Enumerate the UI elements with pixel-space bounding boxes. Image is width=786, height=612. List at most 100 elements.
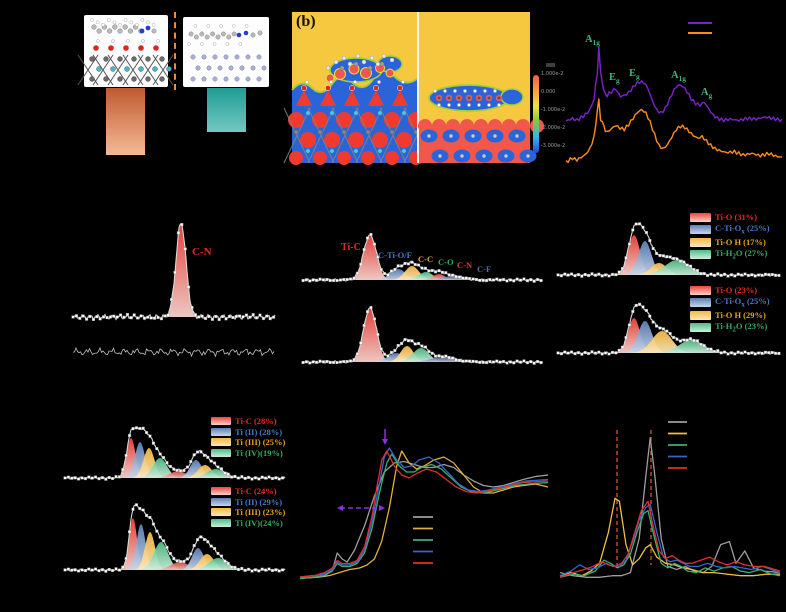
raman-spectra-chart [565, 22, 783, 164]
xps-ti2p-legend-bottom: Ti-C (24%) Ti (II) (29%) Ti (III) (23%) Ti … [211, 487, 285, 529]
component-gold-2 [558, 331, 780, 353]
colorbar-tick: 1.000e-2 [541, 71, 564, 77]
series-blue [299, 447, 549, 578]
envelope-markers [63, 426, 285, 481]
legend-item: Ti (II) (28%) [211, 426, 285, 437]
envelope-markers [301, 233, 543, 283]
xps-ti2p-chart [63, 426, 286, 573]
legend-item: Ti (III) (23%) [211, 508, 285, 517]
series-green [559, 509, 781, 578]
colorbar-tick: -1.000e-2 [541, 107, 566, 113]
series-red [559, 500, 781, 578]
legend-label: Ti-C (24%) [235, 486, 277, 496]
legend-item: Ti-H2O (23%) [690, 322, 770, 334]
legend-swatch [211, 448, 231, 457]
component-green-3 [303, 272, 543, 280]
legend-label: C-Ti-Ox (25%) [715, 296, 770, 309]
legend-label: Ti (II) (28%) [235, 426, 283, 437]
n1s-spectrum-0 [71, 223, 276, 321]
molecular-model-graphite-adsorption [183, 17, 269, 87]
legend-swatch [690, 286, 711, 295]
xps-o1s-legend-top: Ti-O (31%) C-Ti-Ox (25%) Ti-O H (17%) Ti-H2… [690, 213, 770, 263]
legend-item: Ti (IV)(24%) [211, 518, 285, 528]
legend-swatch [211, 497, 231, 506]
series-blue [559, 503, 781, 577]
legend-swatch [690, 237, 711, 247]
legend-label: Ti-C (28%) [235, 416, 277, 426]
xps-c1s-label-tic: Ti-C [341, 242, 361, 253]
legend-label: Ti-O (23%) [715, 285, 758, 296]
adsorption-energy-bar-left [106, 88, 145, 155]
xps-n1s-peak-label: C-N [192, 246, 212, 258]
legend-item: Ti-C (28%) [211, 417, 285, 426]
charge-density-map-graphite [418, 12, 544, 163]
component-green-3 [558, 260, 780, 275]
colorbar-tick: -3.000e-2 [541, 143, 566, 149]
legend-label: Ti-H2O (27%) [715, 247, 768, 261]
component-blue-1 [65, 524, 285, 570]
component-crimson-4 [65, 471, 285, 478]
raman-legend-line [688, 22, 712, 24]
legend-swatch [690, 225, 711, 235]
raman-peak-label-ag: Ag [701, 87, 713, 101]
legend-label: Ti (II) (29%) [235, 496, 283, 507]
legend-label: Ti (III) (25%) [235, 437, 286, 447]
legend-item: Ti (II) (29%) [211, 496, 285, 507]
legend-label: Ti (III) (23%) [235, 507, 286, 517]
series-gray [299, 460, 549, 578]
component-crimson-4 [65, 562, 285, 570]
series-purple [565, 46, 783, 123]
ti2p-spectrum-1 [63, 503, 286, 573]
component-red-0 [303, 308, 543, 362]
xps-o1s-chart [556, 222, 781, 356]
envelope-markers [71, 223, 276, 321]
arrow-down-head [382, 439, 388, 445]
legend-label: Ti-O H (29%) [715, 310, 766, 321]
xps-o1s-legend-bottom: Ti-O (23%) C-Ti-Ox (25%) Ti-O H (29%) Ti-H2… [690, 286, 770, 336]
legend-item: Ti-O (23%) [690, 286, 770, 295]
legend-swatch [211, 438, 231, 447]
legend-label: Ti-O (31%) [715, 212, 758, 223]
component-green-3 [303, 348, 543, 362]
xps-n1s-chart [71, 223, 276, 358]
xps-c1s-chart [301, 233, 544, 365]
c1s-spectrum-1 [301, 306, 544, 365]
xps-c1s-label-cc: C-C [418, 254, 434, 264]
colorbar-tick: -2.000e-2 [541, 125, 566, 131]
component-green-7 [65, 558, 285, 570]
component-red-0 [73, 223, 275, 317]
raman-peak-label-eg-1: Eg [609, 72, 620, 86]
legend-item: Ti (IV)(19%) [211, 447, 285, 458]
envelope-markers [556, 302, 781, 356]
panel-a-divider [174, 12, 176, 90]
legend-swatch [690, 323, 711, 333]
legend-swatch [690, 298, 711, 308]
colorbar [533, 75, 539, 153]
raman-peak-label-a1g-2: A1g [671, 70, 686, 84]
legend-item: Ti-O (31%) [690, 213, 770, 222]
envelope-markers [301, 306, 543, 365]
legend-label: C-Ti-Ox (25%) [715, 223, 770, 236]
panel-label-b: (b) [296, 13, 316, 30]
raman-peak-label-a1g-1: A1g [585, 34, 600, 48]
molecular-model-mxene-adsorption [77, 15, 174, 87]
colorbar-unit-smudge [546, 63, 555, 67]
xps-c1s-label-cn: C-N [457, 260, 473, 270]
envelope-markers [63, 503, 285, 573]
map-gap [417, 12, 419, 163]
legend-swatch [211, 487, 231, 496]
legend-swatch [211, 427, 231, 436]
legend-swatch [690, 250, 711, 260]
series-yellow [299, 450, 549, 580]
xps-c1s-label-co: C-O [438, 257, 454, 267]
legend-label: Ti (IV)(19%) [235, 447, 283, 458]
colorbar-tick: 0.000 [541, 89, 556, 95]
series-orange [565, 98, 783, 164]
legend-swatch [211, 518, 231, 527]
series-green [299, 453, 549, 580]
adsorption-energy-bar-right [207, 88, 246, 132]
legend-swatch [211, 417, 231, 426]
legend-item: C-Ti-Ox (25%) [690, 224, 770, 236]
legend-item: Ti-H2O (27%) [690, 249, 770, 261]
